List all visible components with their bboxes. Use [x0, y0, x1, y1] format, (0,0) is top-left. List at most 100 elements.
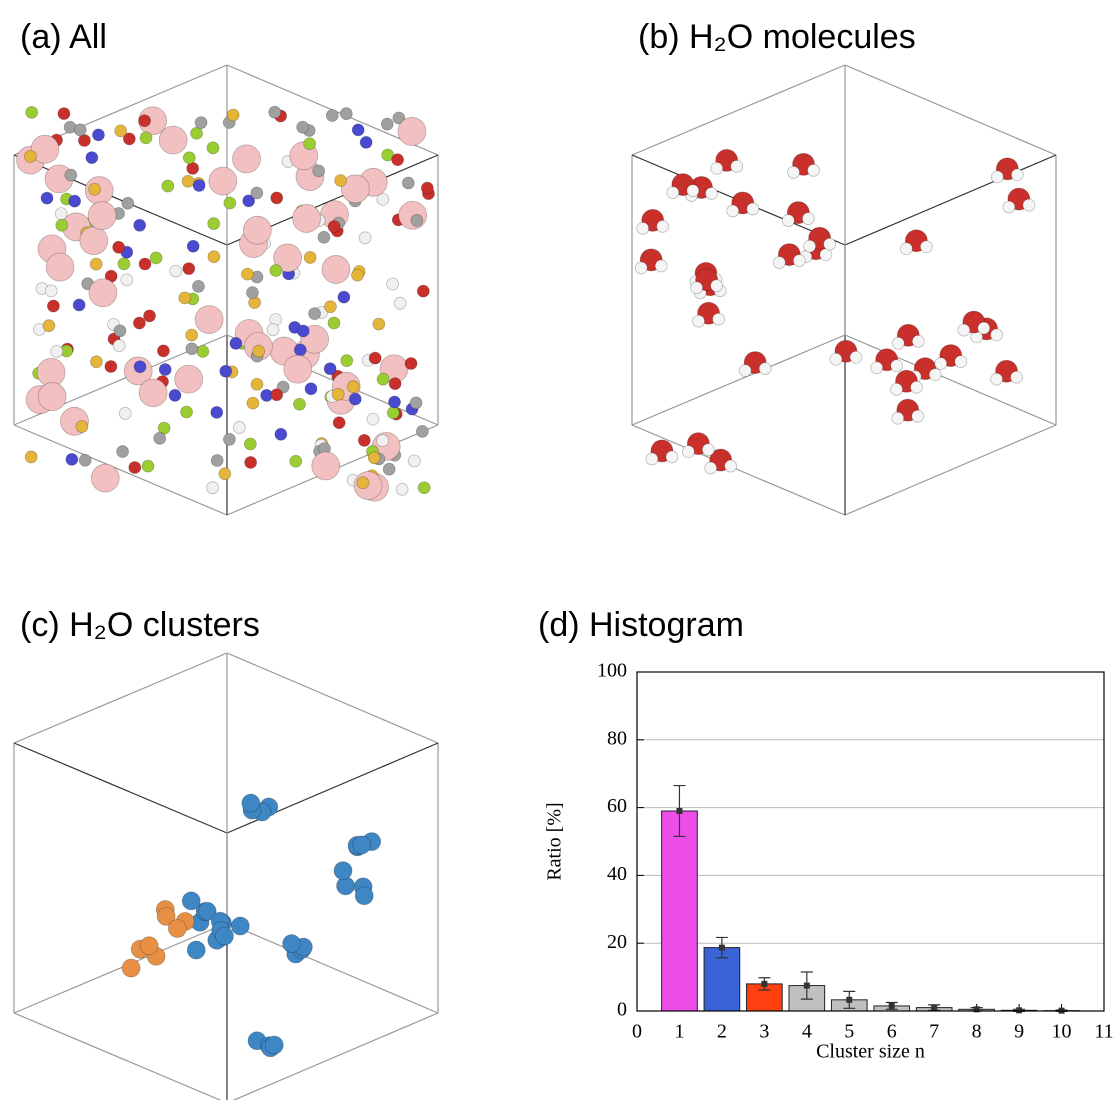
atom [349, 393, 361, 405]
atom [891, 360, 903, 372]
atom [324, 363, 336, 375]
atom [381, 118, 393, 130]
atom [142, 460, 154, 472]
atom [326, 109, 338, 121]
atom [73, 299, 85, 311]
atom [1011, 169, 1023, 181]
atom [747, 203, 759, 215]
atom [727, 205, 739, 217]
atom [377, 435, 389, 447]
atom [368, 452, 380, 464]
y-tick-label: 40 [607, 863, 627, 885]
atom [183, 152, 195, 164]
atom [56, 219, 68, 231]
atom [920, 241, 932, 253]
atom [162, 180, 174, 192]
atom [122, 197, 134, 209]
atom [283, 935, 301, 953]
atom [929, 369, 941, 381]
atom [223, 433, 235, 445]
x-tick-label: 10 [1052, 1021, 1072, 1043]
atom [38, 383, 66, 411]
atom [711, 162, 723, 174]
atom [69, 195, 81, 207]
atom [355, 887, 373, 905]
atom [246, 287, 258, 299]
atom [230, 337, 242, 349]
atom [655, 260, 667, 272]
atom [892, 337, 904, 349]
atom [402, 177, 414, 189]
x-tick-label: 0 [632, 1021, 642, 1043]
atom [247, 397, 259, 409]
mean-marker [719, 945, 725, 951]
atom [159, 363, 171, 375]
atom [168, 919, 186, 937]
atom [144, 310, 156, 322]
atom [119, 407, 131, 419]
atom [332, 388, 344, 400]
atom [773, 257, 785, 269]
atom [725, 460, 737, 472]
atom [187, 941, 205, 959]
atom [186, 329, 198, 341]
atom [80, 227, 108, 255]
atom [41, 192, 53, 204]
atom [224, 197, 236, 209]
atom [195, 306, 223, 334]
atom [269, 106, 281, 118]
atom [91, 464, 119, 492]
atom [92, 129, 104, 141]
atom [666, 451, 678, 463]
atom [211, 406, 223, 418]
atom [297, 325, 309, 337]
atom [170, 265, 182, 277]
atom [207, 142, 219, 154]
x-tick-label: 8 [972, 1021, 982, 1043]
mean-marker [676, 808, 682, 814]
mean-marker [846, 997, 852, 1003]
cube-edge [14, 653, 227, 743]
atom [26, 106, 38, 118]
atom [693, 315, 705, 327]
atom [121, 274, 133, 286]
atom [294, 344, 306, 356]
atom [802, 213, 814, 225]
atom [43, 320, 55, 332]
atom [207, 482, 219, 494]
atom [352, 269, 364, 281]
atom [713, 313, 725, 325]
atom [134, 361, 146, 373]
atom [46, 253, 74, 281]
atom [389, 396, 401, 408]
atom [231, 917, 249, 935]
atom [115, 125, 127, 137]
atom [405, 357, 417, 369]
y-tick-label: 80 [607, 727, 627, 749]
atom [275, 428, 287, 440]
atom [139, 115, 151, 127]
panel-title: (d) Histogram [538, 606, 744, 644]
atom [935, 358, 947, 370]
atom [396, 483, 408, 495]
atom [134, 219, 146, 231]
atom [157, 345, 169, 357]
atom [192, 280, 204, 292]
atom [181, 406, 193, 418]
cube-edge [845, 425, 1056, 515]
atom [850, 351, 862, 363]
atom [387, 407, 399, 419]
cube-edge [632, 425, 845, 515]
atom [175, 365, 203, 393]
atom [233, 145, 261, 173]
atom [245, 456, 257, 468]
atom [193, 179, 205, 191]
atom [211, 455, 223, 467]
atom [871, 362, 883, 374]
atom [90, 258, 102, 270]
atom [657, 220, 669, 232]
atom [118, 258, 130, 270]
atom [191, 127, 203, 139]
x-tick-label: 3 [759, 1021, 769, 1043]
atom [139, 258, 151, 270]
